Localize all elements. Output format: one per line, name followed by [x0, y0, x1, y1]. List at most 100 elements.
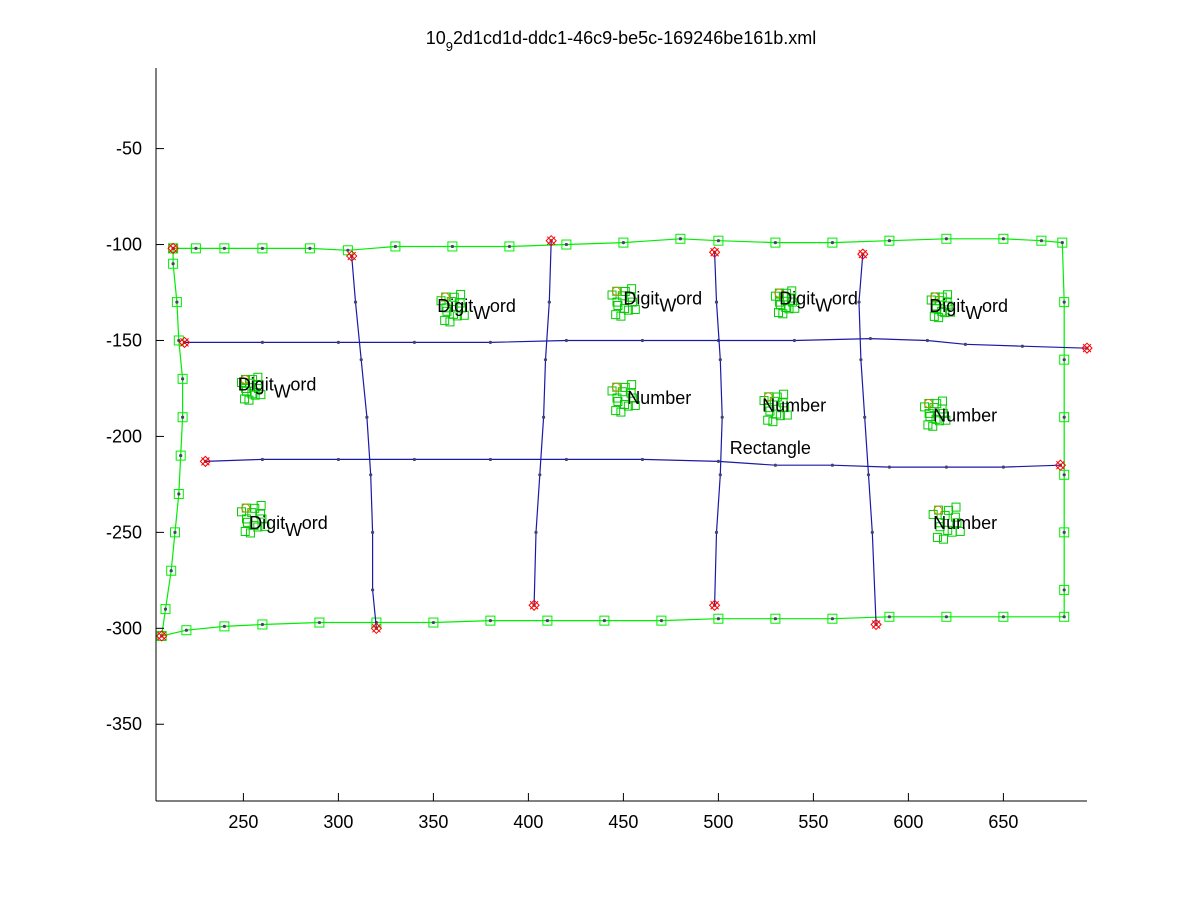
symbol-9-node — [241, 514, 251, 524]
h-line-2-point — [1001, 465, 1006, 469]
symbol-2-endpoint — [611, 286, 621, 296]
outer-rectangle-node — [173, 488, 184, 499]
outer-rectangle-node — [219, 621, 230, 632]
axes-frame — [155, 68, 1087, 802]
endpoint-diamond — [708, 246, 721, 258]
outer-rectangle-point — [887, 615, 892, 619]
y-tick-label: -50 — [116, 139, 142, 159]
x-tick-label: 250 — [228, 812, 258, 832]
symbol-1-node — [441, 303, 451, 313]
h-line-1-point — [868, 336, 873, 341]
outer-rectangle-point — [488, 619, 492, 623]
endpoint-cross — [871, 620, 881, 629]
h-line-1-point — [1020, 344, 1024, 348]
h-line-2-point — [773, 463, 778, 467]
symbol-7-node — [768, 417, 778, 427]
v-line-3-point — [714, 300, 719, 304]
symbol-8 — [920, 396, 951, 431]
symbol-4 — [926, 290, 956, 323]
outer-rectangle-point — [194, 246, 198, 250]
outer-rectangle-point — [830, 617, 835, 621]
outer-rectangle-point — [1062, 300, 1066, 304]
y-tick-label: -100 — [106, 235, 142, 255]
annotation-digitword-6: DigitWord — [249, 513, 328, 540]
symbol-1-node — [445, 317, 455, 327]
annotation-digitword-1: DigitWord — [437, 296, 516, 323]
symbol-3-node — [787, 286, 797, 296]
endpoint-cross — [546, 236, 556, 246]
outer-rectangle-node — [257, 243, 268, 254]
endpoint-cross — [157, 631, 167, 641]
annotation-rectangle: Rectangle — [730, 438, 811, 458]
symbol-9-node — [240, 526, 250, 536]
symbol-6-node — [626, 388, 636, 398]
v-line-2-point — [538, 473, 542, 477]
h-line-1-point — [925, 338, 930, 343]
outer-rectangle-node — [1059, 469, 1070, 480]
outer-rectangle-node — [257, 619, 268, 630]
v-line-2-point — [542, 415, 546, 419]
symbol-5-node — [253, 372, 263, 382]
outer-rectangle-point — [450, 244, 454, 249]
endpoint-marker — [155, 630, 168, 642]
symbol-1-node — [442, 306, 452, 316]
symbol-2-node — [611, 310, 621, 320]
symbol-1-node — [456, 289, 466, 299]
x-tick-label: 300 — [323, 812, 353, 832]
outer-rectangle-point — [175, 300, 179, 304]
outer-rectangle-point — [621, 241, 626, 245]
outer-rectangle-node — [1059, 527, 1070, 538]
outer-rectangle-node — [304, 243, 315, 254]
outer-rectangle-point — [163, 607, 168, 611]
symbol-2 — [607, 284, 640, 321]
outer-rectangle-node — [166, 565, 177, 576]
y-tick-label: -150 — [106, 330, 142, 350]
outer-rectangle-node — [656, 615, 667, 626]
symbol-8-node — [941, 415, 951, 425]
outer-rectangle-node — [561, 239, 572, 250]
v-line-1-point — [353, 300, 358, 304]
v-line-2-point — [543, 358, 548, 362]
outer-rectangle-point — [431, 620, 435, 625]
annotation-number-1: Number — [627, 388, 691, 408]
outer-rectangle-node — [827, 613, 838, 624]
symbol-6-node — [630, 400, 640, 410]
outer-rectangle-node — [485, 615, 496, 626]
symbol-5-node — [256, 390, 266, 400]
x-tick-label: 550 — [798, 812, 828, 832]
h-line-2-point — [336, 457, 340, 462]
v-line-4-point — [857, 300, 861, 304]
endpoint-marker — [178, 336, 191, 349]
outer-rectangle-point — [545, 619, 550, 623]
outer-rectangle-node — [177, 412, 188, 423]
endpoint-marker — [545, 234, 557, 247]
symbol-10-node — [932, 532, 942, 542]
h-line-1-point — [564, 338, 569, 343]
outer-rectangle-point — [887, 239, 892, 243]
endpoint-marker — [167, 242, 179, 255]
v-line-1-point — [369, 473, 373, 477]
outer-rectangle-point — [773, 241, 778, 245]
outer-rectangle-node — [175, 450, 186, 461]
outer-rectangle-node — [941, 611, 952, 622]
outer-rectangle-point — [173, 530, 177, 534]
outer-rectangle-point — [830, 241, 835, 245]
outer-rectangle-point — [659, 619, 664, 623]
endpoint-marker — [370, 622, 383, 635]
outer-rectangle-point — [393, 244, 397, 249]
x-tick-label: 450 — [608, 812, 638, 832]
symbol-7-endpoint — [763, 392, 773, 402]
symbol-9-endpoint — [241, 503, 251, 513]
outer-rectangle-node — [1059, 412, 1070, 423]
outer-rectangle-node — [713, 613, 724, 624]
symbol-1-node — [459, 310, 469, 320]
v-line-1-point — [371, 530, 375, 534]
outer-rectangle-point — [177, 338, 181, 343]
outer-rectangle-node — [504, 241, 515, 252]
outer-rectangle-point — [222, 624, 226, 628]
outer-rectangle-node — [1059, 584, 1070, 595]
x-tick-label: 650 — [988, 812, 1018, 832]
symbol-5 — [237, 372, 266, 405]
symbol-6-node — [612, 393, 622, 403]
x-tick-label: 500 — [703, 812, 733, 832]
